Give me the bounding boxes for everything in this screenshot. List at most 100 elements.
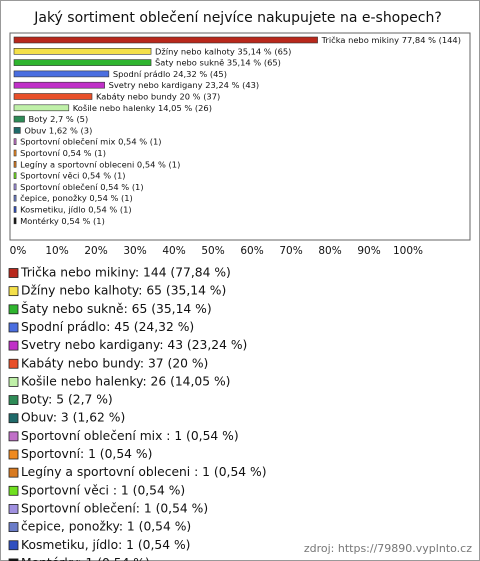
- bar-label: Džíny nebo kalhoty 35,14 % (65): [155, 46, 291, 56]
- value-label: 2,7 % (5): [50, 114, 88, 124]
- legend-label: Sportovní věci : 1 (0,54 %): [21, 483, 185, 497]
- legend-swatch: [8, 540, 19, 551]
- bar: [13, 149, 17, 157]
- bar: [13, 47, 152, 55]
- value-label: 35,14 % (65): [227, 57, 281, 67]
- legend-label: Sportovní oblečení: 1 (0,54 %): [21, 501, 208, 515]
- legend-swatch: [8, 322, 19, 333]
- bar: [13, 161, 17, 168]
- legend-swatch: [8, 485, 19, 496]
- value-label: 20 % (37): [179, 91, 220, 101]
- category-label: Boty: [29, 114, 48, 124]
- plot-area: [9, 32, 471, 241]
- category-label: Sportovní oblečení mix: [20, 136, 115, 146]
- bar-label: Sportovní oblečení 0,54 % (1): [20, 181, 143, 191]
- bar-label: Obuv 1,62 % (3): [24, 125, 92, 135]
- legend-label: Kabáty nebo bundy: 37 (20 %): [21, 356, 208, 370]
- bar: [13, 93, 93, 100]
- category-label: Sportovní: [20, 148, 61, 158]
- category-label: Montérky: [20, 215, 59, 225]
- legend-swatch: [8, 358, 19, 369]
- value-label: 23,24 % (43): [205, 80, 259, 90]
- x-tick-label: 0%: [10, 245, 27, 257]
- chart-title: Jaký sortiment oblečení nejvíce nakupuje…: [33, 10, 442, 26]
- bar-label: Trička nebo mikiny 77,84 % (144): [321, 35, 461, 45]
- legend-label: Kosmetiku, jídlo: 1 (0,54 %): [21, 538, 190, 552]
- value-label: 0,54 % (1): [82, 170, 125, 180]
- legend-swatch: [8, 304, 19, 315]
- bar-label: Boty 2,7 % (5): [29, 114, 89, 124]
- legend-swatch: [8, 522, 19, 532]
- legend-label: Trička nebo mikiny: 144 (77,84 %): [20, 266, 231, 280]
- legend-label: Legíny a sportovní obleceni : 1 (0,54 %): [21, 465, 267, 479]
- value-label: 24,32 % (45): [173, 68, 227, 78]
- bar: [13, 36, 318, 44]
- legend-label: Montérky: 1 (0,54 %): [21, 556, 150, 561]
- value-label: 0,54 % (1): [137, 159, 180, 169]
- bar: [13, 104, 70, 112]
- legend-swatch: [8, 340, 19, 351]
- category-label: Kabáty nebo bundy: [96, 91, 177, 101]
- x-tick-label: 80%: [318, 245, 341, 257]
- legend-swatch: [8, 431, 19, 442]
- bar: [13, 59, 152, 66]
- bar: [13, 206, 17, 213]
- bar-label: Sportovní věci 0,54 % (1): [20, 170, 125, 180]
- category-label: Sportovní věci: [20, 170, 79, 180]
- category-label: Trička nebo mikiny: [321, 35, 400, 45]
- bar-label: Sportovní oblečení mix 0,54 % (1): [20, 136, 161, 146]
- legend-swatch: [8, 286, 19, 297]
- legend-swatch: [8, 395, 19, 405]
- value-label: 77,84 % (144): [402, 35, 461, 45]
- bar-label: Legíny a sportovní obleceni 0,54 % (1): [20, 159, 180, 169]
- bar: [13, 183, 17, 191]
- value-label: 0,54 % (1): [63, 148, 106, 158]
- bar: [13, 138, 17, 145]
- bar: [13, 217, 17, 225]
- category-label: Šaty nebo sukně: [155, 56, 224, 67]
- bar: [13, 81, 105, 89]
- category-label: Svetry nebo kardigany: [109, 80, 203, 90]
- legend-label: Sportovní: 1 (0,54 %): [21, 447, 152, 461]
- value-label: 35,14 % (65): [237, 46, 291, 56]
- x-tick-label: 60%: [240, 245, 263, 257]
- category-label: Košile nebo halenky: [73, 102, 156, 112]
- legend-swatch: [8, 413, 19, 424]
- legend-swatch: [8, 558, 19, 561]
- category-label: čepice, ponožky: [20, 193, 87, 203]
- x-tick-label: 40%: [162, 245, 185, 257]
- legend-swatch: [8, 504, 19, 514]
- bar: [13, 127, 21, 134]
- category-label: Kosmetiku, jídlo: [20, 204, 86, 214]
- category-label: Obuv: [24, 125, 46, 135]
- x-tick-label: 100%: [393, 245, 423, 257]
- bar: [13, 194, 17, 202]
- value-label: 0,54 % (1): [89, 193, 132, 203]
- value-label: 0,54 % (1): [100, 181, 143, 191]
- category-label: Sportovní oblečení: [20, 181, 98, 191]
- legend-label: Svetry nebo kardigany: 43 (23,24 %): [21, 338, 247, 352]
- x-tick-label: 10%: [45, 245, 68, 257]
- legend-swatch: [8, 376, 19, 387]
- bar-label: Košile nebo halenky 14,05 % (26): [73, 102, 212, 112]
- legend-swatch: [8, 449, 19, 460]
- bar-label: Montérky 0,54 % (1): [20, 215, 105, 225]
- x-tick-label: 70%: [279, 245, 302, 257]
- x-tick-label: 20%: [84, 245, 107, 257]
- category-label: Legíny a sportovní obleceni: [20, 159, 134, 169]
- source: zdroj: https://79890.vyplnto.cz: [304, 542, 472, 555]
- legend-swatch: [8, 467, 19, 478]
- bar-label: Sportovní 0,54 % (1): [20, 148, 106, 158]
- x-tick-label: 50%: [201, 245, 224, 257]
- legend-label: Šaty nebo sukně: 65 (35,14 %): [21, 301, 212, 316]
- legend-label: Košile nebo halenky: 26 (14,05 %): [21, 374, 230, 388]
- x-tick-label: 90%: [357, 245, 380, 257]
- bar-label: čepice, ponožky 0,54 % (1): [20, 193, 133, 203]
- bar-label: Šaty nebo sukně 35,14 % (65): [155, 56, 281, 67]
- legend-label: Džíny nebo kalhoty: 65 (35,14 %): [21, 284, 226, 298]
- legend-label: Spodní prádlo: 45 (24,32 %): [21, 320, 194, 334]
- value-label: 0,54 % (1): [61, 215, 104, 225]
- value-label: 1,62 % (3): [49, 125, 92, 135]
- legend-label: Sportovní oblečení mix : 1 (0,54 %): [21, 429, 239, 443]
